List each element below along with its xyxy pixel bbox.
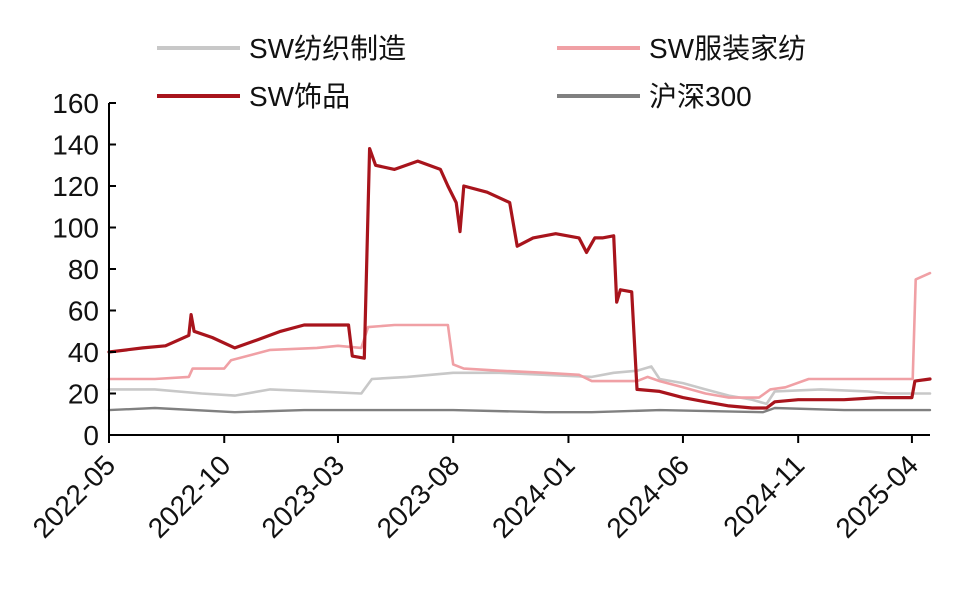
y-tick-label-7: 140	[52, 130, 99, 161]
legend-label-apparel-home-textiles: SW服装家纺	[649, 33, 806, 64]
series-layer	[107, 147, 932, 414]
y-tick-label-1: 20	[68, 379, 99, 410]
y-tick-label-6: 120	[52, 171, 99, 202]
y-tick-label-3: 60	[68, 296, 99, 327]
x-tick-label-0: 2022-05	[27, 449, 122, 544]
series-line-2	[107, 147, 932, 410]
series-line-3	[107, 406, 932, 414]
x-tick-label-7: 2025-04	[830, 449, 925, 544]
x-tick-label-6: 2024-11	[717, 449, 810, 542]
series-line-0	[107, 365, 932, 406]
y-tick-label-0: 0	[83, 420, 99, 451]
y-tick-label-4: 80	[68, 254, 99, 285]
y-tick-label-2: 40	[68, 337, 99, 368]
legend-item-jewelry: SW饰品	[157, 81, 350, 112]
legend-item-textile-manufacturing: SW纺织制造	[157, 33, 406, 64]
legend-label-textile-manufacturing: SW纺织制造	[249, 33, 406, 64]
legend-label-csi300: 沪深300	[649, 81, 752, 112]
x-tick-label-1: 2022-10	[142, 449, 237, 544]
x-tick-label-5: 2024-06	[601, 449, 696, 544]
y-tick-label-5: 100	[52, 213, 99, 244]
legend-item-csi300: 沪深300	[557, 81, 752, 112]
legend: SW纺织制造 SW服装家纺 SW饰品 沪深300	[157, 33, 806, 112]
x-tick-label-3: 2023-08	[371, 449, 466, 544]
series-line-1	[107, 271, 932, 399]
legend-label-jewelry: SW饰品	[249, 81, 350, 112]
legend-item-apparel-home-textiles: SW服装家纺	[557, 33, 806, 64]
y-tick-label-8: 160	[52, 88, 99, 119]
x-tick-label-4: 2024-01	[486, 449, 581, 544]
x-tick-label-2: 2023-03	[256, 449, 351, 544]
